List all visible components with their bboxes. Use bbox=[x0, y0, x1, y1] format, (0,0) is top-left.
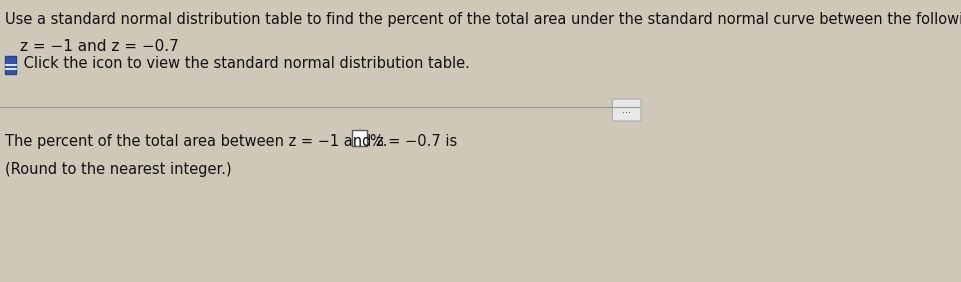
Text: ...: ... bbox=[622, 105, 630, 115]
Text: z = −1 and z = −0.7: z = −1 and z = −0.7 bbox=[20, 39, 179, 54]
Text: Use a standard normal distribution table to find the percent of the total area u: Use a standard normal distribution table… bbox=[6, 12, 961, 27]
Text: Click the icon to view the standard normal distribution table.: Click the icon to view the standard norm… bbox=[19, 56, 470, 71]
FancyBboxPatch shape bbox=[612, 99, 641, 121]
Text: (Round to the nearest integer.): (Round to the nearest integer.) bbox=[6, 162, 232, 177]
FancyBboxPatch shape bbox=[352, 130, 367, 146]
Text: %.: %. bbox=[369, 134, 387, 149]
Text: The percent of the total area between z = −1 and z = −0.7 is: The percent of the total area between z … bbox=[6, 134, 457, 149]
FancyBboxPatch shape bbox=[6, 56, 16, 74]
